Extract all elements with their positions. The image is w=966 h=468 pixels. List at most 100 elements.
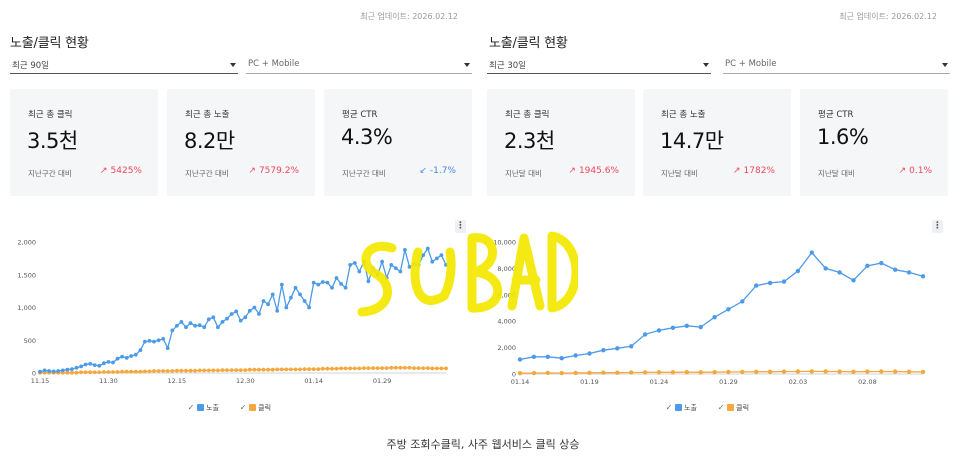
clicks-series-point[interactable] (225, 368, 229, 372)
clicks-series-point[interactable] (425, 366, 430, 370)
clicks-series-point[interactable] (398, 365, 403, 370)
clicks-series-point[interactable] (70, 370, 74, 375)
impressions-series-point[interactable] (120, 354, 124, 359)
impressions-series-point[interactable] (352, 261, 357, 265)
impressions-series-point[interactable] (102, 361, 106, 366)
impressions-series-point[interactable] (302, 299, 307, 303)
clicks-series-point[interactable] (202, 368, 207, 373)
impressions-series-point[interactable] (47, 369, 51, 373)
clicks-series-point[interactable] (726, 369, 731, 375)
impressions-series-point[interactable] (261, 299, 266, 303)
impressions-series-point[interactable] (206, 317, 211, 322)
impressions-series-point[interactable] (247, 308, 252, 313)
clicks-series-point[interactable] (330, 366, 334, 371)
clicks-series-point[interactable] (252, 367, 257, 372)
impressions-series-point[interactable] (403, 248, 407, 252)
clicks-series-point[interactable] (170, 369, 175, 373)
clicks-series-point[interactable] (79, 370, 83, 375)
clicks-series-point[interactable] (439, 366, 444, 371)
impressions-series-point[interactable] (837, 270, 842, 275)
clicks-series-point[interactable] (920, 369, 926, 375)
impressions-series-point[interactable] (220, 320, 225, 324)
impressions-series-point[interactable] (257, 312, 261, 316)
clicks-series-point[interactable] (407, 365, 412, 370)
clicks-series-point[interactable] (371, 366, 375, 370)
impressions-series-point[interactable] (412, 262, 416, 267)
impressions-series-point[interactable] (573, 353, 578, 358)
clicks-series-point[interactable] (302, 367, 307, 371)
clicks-series-point[interactable] (865, 369, 870, 374)
impressions-series-point[interactable] (307, 305, 311, 310)
impressions-series-point[interactable] (325, 280, 330, 285)
impressions-series-point[interactable] (79, 364, 83, 369)
clicks-series-point[interactable] (234, 368, 239, 372)
clicks-series-point[interactable] (161, 369, 166, 373)
impressions-series-point[interactable] (920, 274, 926, 279)
clicks-series-point[interactable] (188, 368, 193, 373)
legend-item-clicks[interactable]: ✓ 클릭 (717, 403, 749, 413)
clicks-series-point[interactable] (656, 370, 662, 375)
impressions-series-point[interactable] (545, 354, 550, 359)
clicks-series-point[interactable] (65, 370, 70, 375)
impressions-series-point[interactable] (906, 270, 912, 275)
legend-item-impressions[interactable]: ✓ 노출 (665, 403, 697, 413)
impressions-series-point[interactable] (430, 259, 435, 264)
impressions-series-point[interactable] (238, 318, 243, 323)
clicks-series-point[interactable] (279, 367, 284, 372)
impressions-series-point[interactable] (293, 285, 298, 290)
impressions-series-point[interactable] (809, 250, 814, 255)
clicks-series-point[interactable] (629, 370, 634, 375)
clicks-series-point[interactable] (216, 368, 220, 373)
impressions-series-point[interactable] (229, 312, 234, 316)
clicks-series-point[interactable] (266, 367, 270, 372)
impressions-series-point[interactable] (289, 295, 293, 300)
impressions-series-point[interactable] (375, 272, 380, 277)
impressions-series-point[interactable] (435, 256, 439, 261)
impressions-series-point[interactable] (92, 363, 97, 367)
impressions-series-point[interactable] (42, 368, 47, 373)
clicks-series-point[interactable] (129, 369, 134, 374)
impressions-series-point[interactable] (147, 339, 152, 343)
impressions-series-point[interactable] (393, 266, 398, 271)
impressions-series-point[interactable] (298, 292, 302, 297)
clicks-series-point[interactable] (293, 367, 298, 372)
clicks-series-point[interactable] (193, 368, 198, 373)
clicks-series-point[interactable] (320, 366, 325, 371)
clicks-series-point[interactable] (138, 369, 143, 374)
impressions-series-point[interactable] (279, 282, 284, 287)
impressions-series-point[interactable] (320, 280, 325, 284)
impressions-series-point[interactable] (712, 315, 717, 320)
clicks-series-point[interactable] (375, 366, 380, 370)
impressions-series-point[interactable] (216, 325, 220, 330)
impressions-series-point[interactable] (421, 253, 426, 257)
clicks-series-point[interactable] (243, 368, 248, 372)
impressions-series-point[interactable] (311, 280, 316, 285)
clicks-series-point[interactable] (362, 366, 366, 370)
impressions-series-point[interactable] (851, 278, 856, 283)
legend-item-clicks[interactable]: ✓ 클릭 (239, 403, 271, 413)
clicks-series-point[interactable] (545, 370, 550, 376)
clicks-series-point[interactable] (587, 370, 592, 375)
clicks-series-point[interactable] (767, 369, 773, 374)
impressions-series-point[interactable] (197, 323, 202, 328)
clicks-series-point[interactable] (531, 370, 537, 376)
impressions-series-point[interactable] (266, 302, 270, 307)
clicks-series-point[interactable] (334, 366, 339, 371)
impressions-series-point[interactable] (670, 325, 676, 330)
impressions-series-point[interactable] (161, 337, 166, 341)
clicks-series-point[interactable] (229, 368, 234, 372)
clicks-series-point[interactable] (851, 369, 856, 374)
impressions-series-point[interactable] (425, 246, 430, 251)
clicks-series-point[interactable] (220, 368, 225, 372)
legend-item-impressions[interactable]: ✓ 노출 (187, 403, 219, 413)
period-select[interactable]: 최근 90일 (10, 57, 238, 74)
impressions-series-point[interactable] (88, 361, 93, 366)
impressions-series-point[interactable] (202, 325, 207, 330)
clicks-series-point[interactable] (754, 369, 759, 374)
impressions-series-point[interactable] (179, 320, 184, 324)
impressions-series-point[interactable] (656, 328, 662, 333)
clicks-series-point[interactable] (275, 367, 280, 372)
clicks-series-point[interactable] (83, 370, 88, 375)
period-select[interactable]: 최근 30일 (487, 57, 711, 74)
clicks-series-point[interactable] (307, 367, 311, 371)
